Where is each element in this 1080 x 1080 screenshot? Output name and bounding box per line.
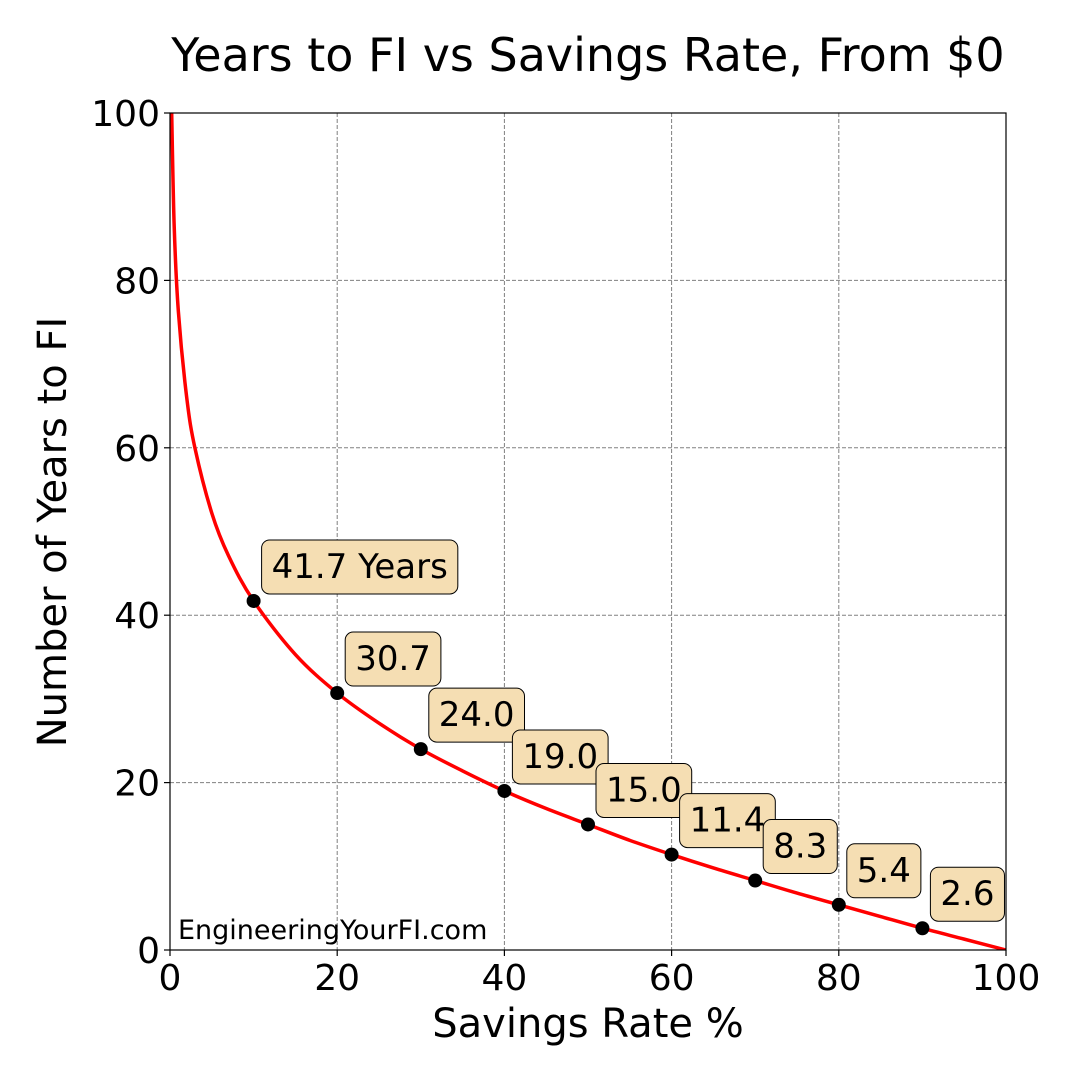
plot-frame	[169, 112, 1007, 951]
watermark: EngineeringYourFI.com	[178, 915, 487, 946]
y-tick-label: 20	[114, 764, 160, 805]
ticks: 0 20 40 60 80 100 0 20 40 60 80 100	[91, 94, 1040, 999]
data-label-box	[511, 729, 609, 785]
data-label-box	[428, 687, 526, 743]
data-label: 2.6	[929, 866, 1005, 922]
data-label-box	[846, 843, 922, 899]
data-label: 30.7	[344, 631, 442, 687]
data-label: 8.3	[762, 819, 838, 875]
data-point	[581, 817, 595, 832]
data-point	[748, 873, 763, 888]
x-tick-label: 40	[481, 958, 527, 999]
data-label: 19.0	[511, 729, 609, 785]
data-label-text: 41.7 Years	[272, 547, 448, 587]
years-curve	[170, 113, 1006, 950]
y-tick-label: 80	[114, 261, 160, 302]
data-label-text: 24.0	[439, 695, 515, 735]
chart-title: Years to FI vs Savings Rate, From $0	[170, 28, 1004, 82]
x-tick-label: 80	[816, 958, 862, 999]
data-point	[664, 847, 679, 862]
data-point	[497, 783, 512, 798]
data-label-box	[929, 866, 1005, 922]
data-point	[831, 897, 846, 912]
data-label-text: 5.4	[857, 851, 911, 891]
y-axis-label: Number of Years to FI	[30, 317, 76, 748]
data-label: 5.4	[846, 843, 922, 899]
x-tick-label: 20	[314, 958, 360, 999]
data-label-text: 19.0	[522, 737, 598, 777]
data-label-box	[261, 539, 459, 595]
data-label-box	[344, 631, 442, 687]
data-label-text: 11.4	[690, 801, 766, 841]
x-axis-label: Savings Rate %	[432, 1001, 743, 1047]
x-tick-label: 0	[159, 958, 182, 999]
data-label: 15.0	[595, 762, 693, 818]
data-label-text: 30.7	[355, 639, 431, 679]
data-label-text: 15.0	[606, 770, 682, 810]
x-tick-label: 100	[972, 958, 1041, 999]
data-point	[246, 593, 261, 608]
data-label: 11.4	[679, 793, 776, 849]
data-label-text: 8.3	[773, 827, 827, 867]
y-tick-label: 100	[91, 94, 160, 135]
data-point	[413, 742, 428, 757]
points-layer: 41.7 Years 30.724.019.015.011.48.3 5.4 2.6	[246, 539, 1005, 936]
curve-layer	[170, 113, 1006, 950]
data-label: 24.0	[428, 687, 526, 743]
y-tick-label: 60	[114, 429, 160, 470]
data-point	[330, 686, 345, 701]
data-label-text: 2.6	[940, 874, 994, 914]
data-point	[915, 921, 930, 936]
x-tick-label: 60	[649, 958, 695, 999]
y-tick-label: 40	[114, 596, 160, 637]
data-label-box	[762, 819, 838, 875]
y-tick-label: 0	[137, 931, 160, 972]
data-label: 41.7 Years	[261, 539, 459, 595]
data-label-box	[595, 762, 693, 818]
